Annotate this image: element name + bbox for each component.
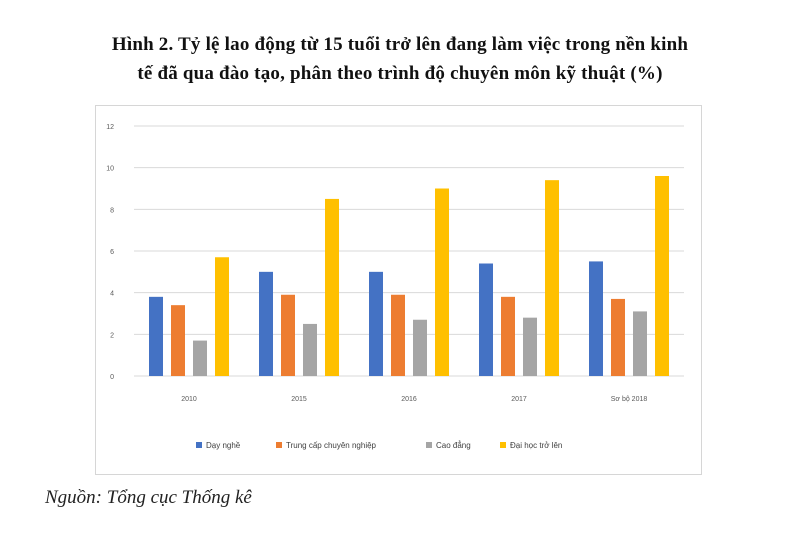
bar: [523, 317, 537, 376]
y-tick-label: 8: [110, 207, 114, 214]
bar: [545, 180, 559, 376]
legend-label: Đại học trở lên: [510, 441, 562, 450]
y-tick-label: 12: [106, 124, 114, 131]
figure-title-line-2: tế đã qua đào tạo, phân theo trình độ ch…: [137, 63, 663, 84]
bar: [281, 294, 295, 376]
bar: [259, 271, 273, 376]
figure-title-line-1: Hình 2. Tỷ lệ lao động từ 15 tuổi trở lê…: [111, 34, 689, 55]
y-tick-label: 0: [110, 374, 114, 381]
bar: [413, 319, 427, 376]
legend-label: Trung cấp chuyên nghiệp: [286, 441, 377, 450]
bar: [215, 257, 229, 376]
bar: [479, 263, 493, 376]
legend-swatch: [196, 442, 202, 448]
y-tick-label: 4: [110, 291, 114, 298]
bar: [171, 305, 185, 376]
bar: [303, 323, 317, 376]
bar: [589, 261, 603, 376]
bar: [325, 198, 339, 376]
bar: [193, 340, 207, 376]
legend-label: Dạy nghề: [206, 441, 241, 450]
figure-title: Hình 2. Tỷ lệ lao động từ 15 tuổi trở lê…: [40, 30, 760, 88]
x-tick-label: 2017: [511, 396, 527, 403]
bar: [369, 271, 383, 376]
x-tick-label: 2015: [291, 396, 307, 403]
x-tick-label: Sơ bộ 2018: [611, 396, 648, 403]
source-note: Nguồn: Tổng cục Thống kê: [45, 487, 252, 508]
bar: [149, 296, 163, 376]
bar: [633, 311, 647, 376]
legend-swatch: [426, 442, 432, 448]
y-tick-label: 6: [110, 249, 114, 256]
bar: [391, 294, 405, 376]
legend-swatch: [276, 442, 282, 448]
bar: [501, 296, 515, 376]
y-tick-label: 2: [110, 332, 114, 339]
bar: [611, 298, 625, 376]
x-tick-label: 2010: [181, 396, 197, 403]
bar: [435, 188, 449, 376]
legend-swatch: [500, 442, 506, 448]
chart-frame: 0 2 4 6 8 10 12 2010 2015 2016 2017 Sơ bộ 2018 Dạy n…: [95, 105, 702, 475]
bar: [655, 176, 669, 376]
y-tick-label: 10: [106, 166, 114, 173]
x-tick-label: 2016: [401, 396, 417, 403]
legend-label: Cao đẳng: [436, 441, 471, 450]
bar-chart: 0 2 4 6 8 10 12 2010 2015 2016 2017 Sơ bộ 2018 Dạy n…: [106, 124, 684, 450]
